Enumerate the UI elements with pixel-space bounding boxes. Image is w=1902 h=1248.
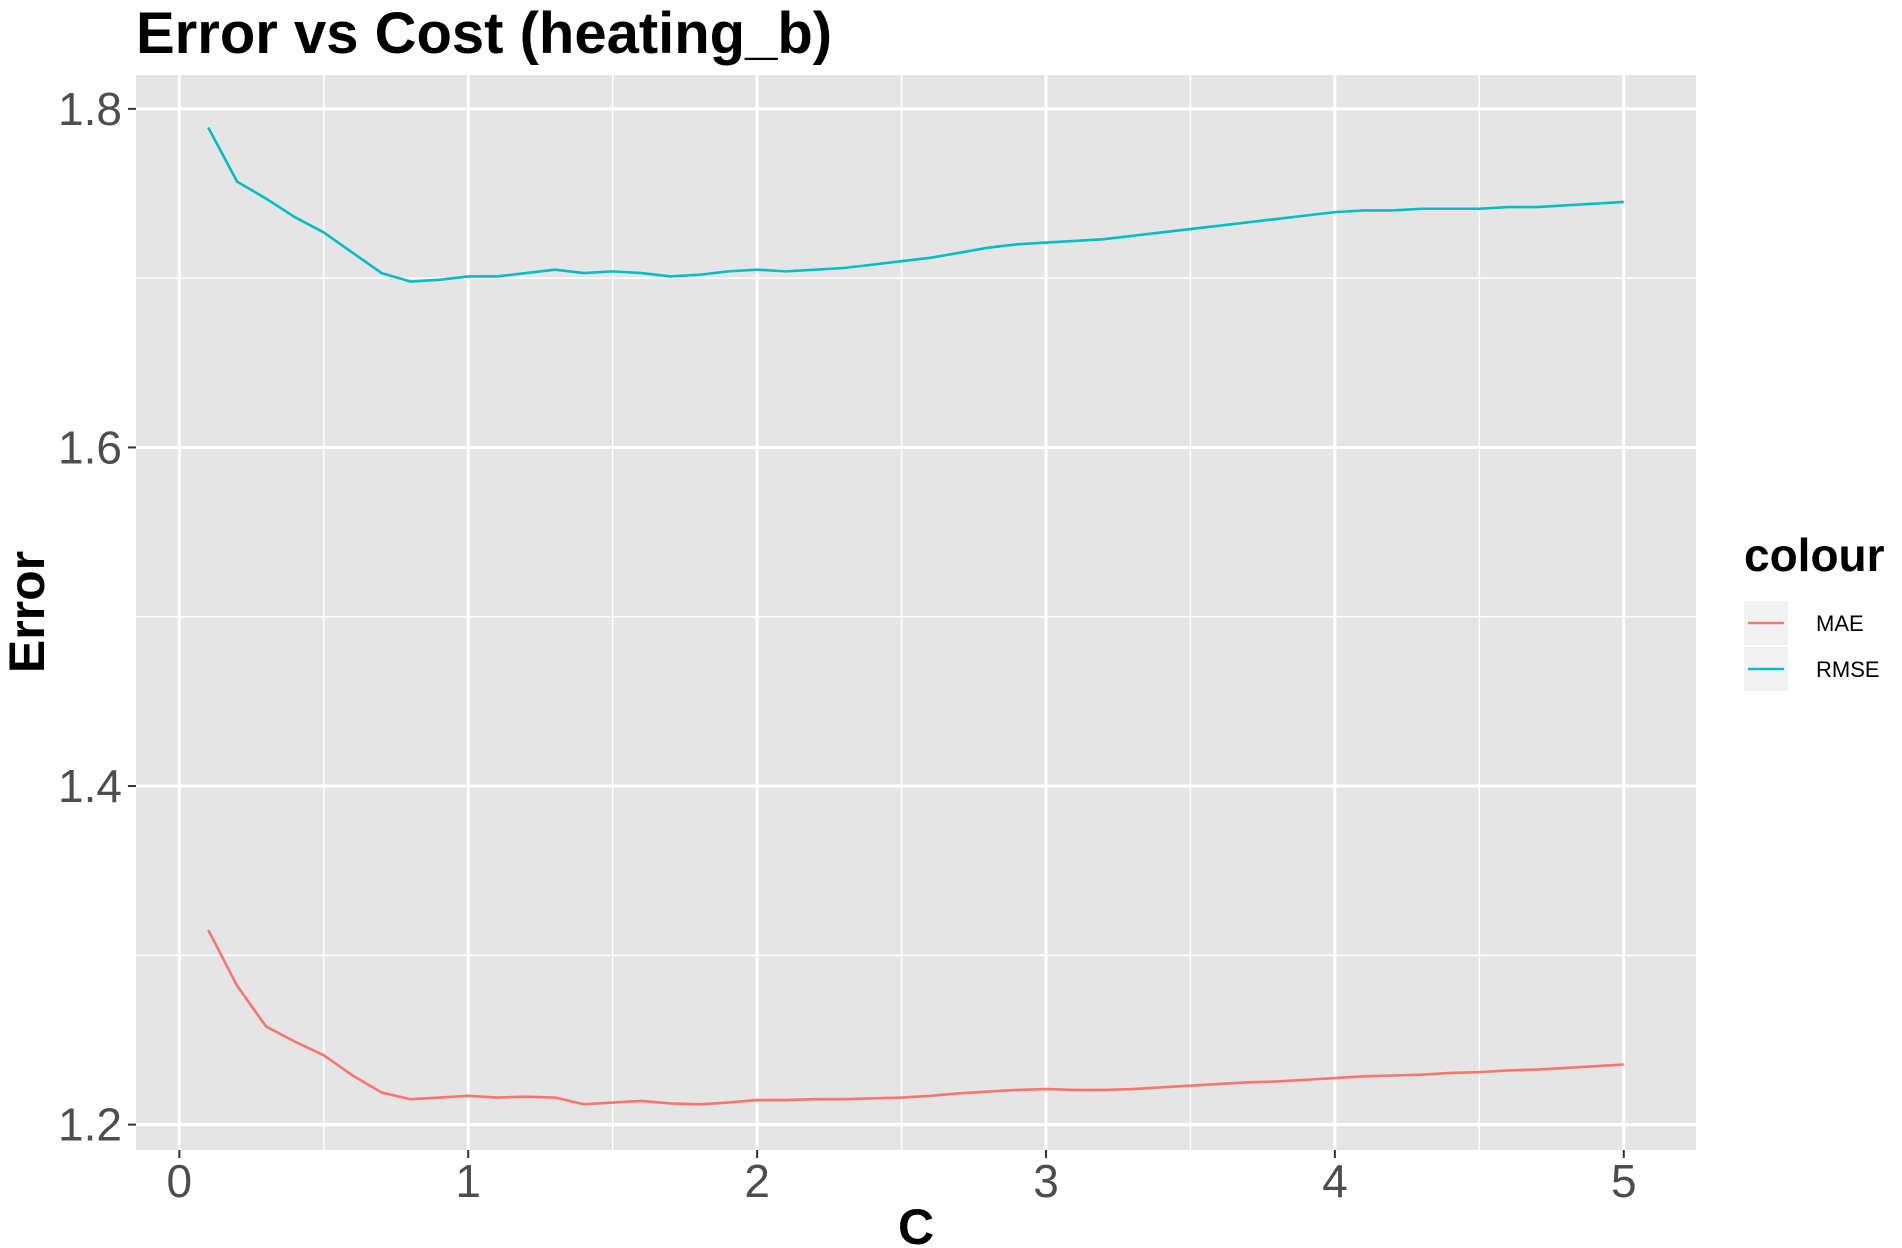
x-tick-label: 2 <box>744 1155 770 1207</box>
series-lines <box>207 126 1624 1106</box>
x-tick-label: 5 <box>1611 1155 1637 1207</box>
y-tick-labels: 1.2 1.4 1.6 1.8 <box>58 83 122 1151</box>
y-tick-label: 1.6 <box>58 421 122 473</box>
axis-ticks <box>128 107 1625 1158</box>
y-tick-label: 1.2 <box>58 1099 122 1151</box>
minor-gridlines <box>136 75 1696 1150</box>
x-tick-label: 3 <box>1033 1155 1059 1207</box>
series-line-mae <box>207 929 1624 1106</box>
x-tick-label: 4 <box>1322 1155 1348 1207</box>
chart-title: Error vs Cost (heating_b) <box>136 1 832 66</box>
plot-panel <box>136 75 1696 1150</box>
legend: colour MAE RMSE <box>1744 529 1885 691</box>
x-tick-label: 0 <box>167 1155 193 1207</box>
y-tick-label: 1.4 <box>58 760 122 812</box>
series-line-rmse <box>207 126 1624 283</box>
legend-label-rmse: RMSE <box>1816 657 1880 682</box>
y-tick-label: 1.8 <box>58 83 122 135</box>
x-tick-labels: 0 1 2 3 4 5 <box>167 1155 1637 1207</box>
x-tick-label: 1 <box>455 1155 481 1207</box>
x-axis-title: C <box>898 1199 934 1248</box>
legend-label-mae: MAE <box>1816 611 1864 636</box>
y-axis-title: Error <box>0 551 55 673</box>
legend-title: colour <box>1744 529 1885 581</box>
major-gridlines <box>136 75 1696 1150</box>
